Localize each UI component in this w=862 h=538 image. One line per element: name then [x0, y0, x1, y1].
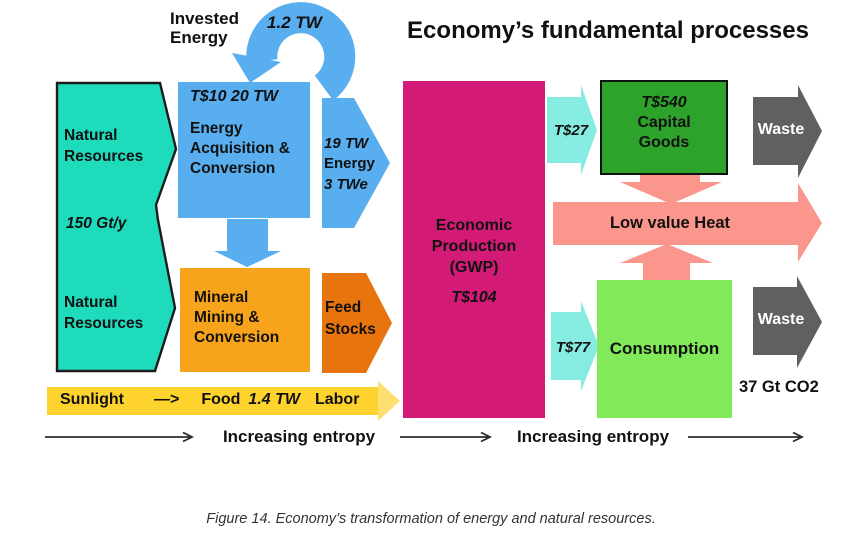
- sunlight-arrow-head: [378, 381, 400, 421]
- capital-flow-arrow: [547, 85, 597, 175]
- production-box-value: T$104: [451, 289, 497, 307]
- entropy-label-right: Increasing entropy: [516, 427, 670, 446]
- natural-resources-bottom-label: Natural Resources: [64, 294, 144, 333]
- invested-energy-loop-arrowhead-icon: [232, 53, 281, 83]
- production-box-line: Economic: [435, 216, 513, 234]
- energy-to-mineral-arrow: [214, 219, 281, 267]
- energy-box-line: Energy: [190, 119, 243, 137]
- sunlight-arrow-glyph: —>: [153, 391, 180, 408]
- sunlight-flow-labels: Sunlight —> Food 1.4 TW Labor: [60, 391, 359, 409]
- consumption-flow-value: T$77: [555, 339, 591, 356]
- sunlight-label: Sunlight: [60, 391, 124, 408]
- invested-energy-loop-arrow: [246, 2, 356, 101]
- entropy-label-left: Increasing entropy: [222, 427, 376, 446]
- waste-top-label: Waste: [757, 121, 805, 138]
- capital-box-line: Capital: [637, 113, 691, 131]
- capital-to-heat-arrow: [620, 174, 722, 204]
- natural-resources-top-label: Natural Resources: [64, 127, 144, 166]
- natural-resources-shape: [55, 81, 178, 373]
- production-box-line: (GWP): [449, 259, 499, 276]
- capital-goods-box: T$540 Capital Goods: [600, 80, 728, 175]
- energy-flow-line: 19 TW: [324, 135, 369, 152]
- mineral-mining-box: Mineral Mining & Conversion: [180, 268, 310, 372]
- consumption-to-heat-arrow: [620, 244, 713, 281]
- natural-resources-flow-value: 150 Gt/y: [66, 215, 127, 232]
- consumption-box-label: Consumption: [609, 339, 720, 358]
- production-box-line: Production: [431, 237, 517, 255]
- low-value-heat-label: Low value Heat: [609, 214, 731, 232]
- waste-top-arrow: [753, 85, 822, 178]
- labor-label: Labor: [314, 391, 360, 408]
- energy-box-value: T$10 20 TW: [190, 88, 279, 105]
- economic-production-box: Economic Production (GWP) T$104: [403, 81, 545, 418]
- energy-flow-label: 19 TW Energy 3 TWe: [324, 134, 375, 195]
- energy-box-line: Acquisition &: [190, 139, 290, 157]
- low-value-heat-arrow: [553, 183, 822, 262]
- waste-bottom-label: Waste: [757, 311, 805, 328]
- co2-output-label: 37 Gt CO2: [739, 378, 819, 396]
- feed-stocks-arrow: [322, 273, 392, 373]
- sunlight-arrow-body: [47, 387, 378, 415]
- energy-flow-line: Energy: [324, 155, 375, 173]
- page-title: Economy’s fundamental processes: [407, 17, 809, 44]
- mineral-box-line: Conversion: [194, 329, 280, 347]
- capital-box-value: T$540: [641, 93, 687, 111]
- mineral-box-line: Mining &: [194, 309, 260, 327]
- capital-flow-value: T$27: [553, 122, 589, 139]
- consumption-box: Consumption: [597, 280, 732, 418]
- mineral-box-line: Mineral: [194, 289, 249, 306]
- energy-flow-arrow: [322, 98, 390, 228]
- food-label: Food: [201, 391, 241, 408]
- consumption-flow-arrow: [551, 301, 599, 391]
- invested-energy-value: 1.2 TW: [267, 13, 322, 32]
- waste-bottom-arrow: [753, 276, 822, 368]
- figure-caption: Figure 14. Economy’s transformation of e…: [206, 511, 656, 527]
- capital-box-line: Goods: [638, 133, 690, 151]
- feed-stocks-label: Feed Stocks: [325, 299, 376, 338]
- energy-flow-line: 3 TWe: [324, 175, 368, 193]
- energy-box-line: Conversion: [190, 160, 276, 178]
- food-value: 1.4 TW: [248, 391, 300, 408]
- energy-acquisition-box: T$10 20 TW Energy Acquisition & Conversi…: [178, 82, 310, 218]
- invested-energy-label: Invested Energy: [170, 9, 239, 48]
